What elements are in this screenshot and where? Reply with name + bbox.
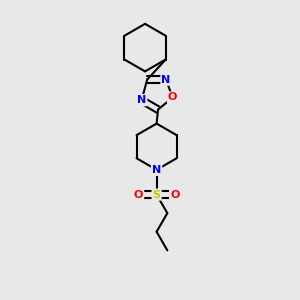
Text: O: O	[170, 190, 179, 200]
Text: N: N	[161, 75, 171, 85]
Text: O: O	[134, 190, 143, 200]
Text: O: O	[168, 92, 177, 103]
Text: N: N	[137, 95, 146, 105]
Text: N: N	[152, 165, 161, 175]
Text: S: S	[153, 190, 160, 200]
